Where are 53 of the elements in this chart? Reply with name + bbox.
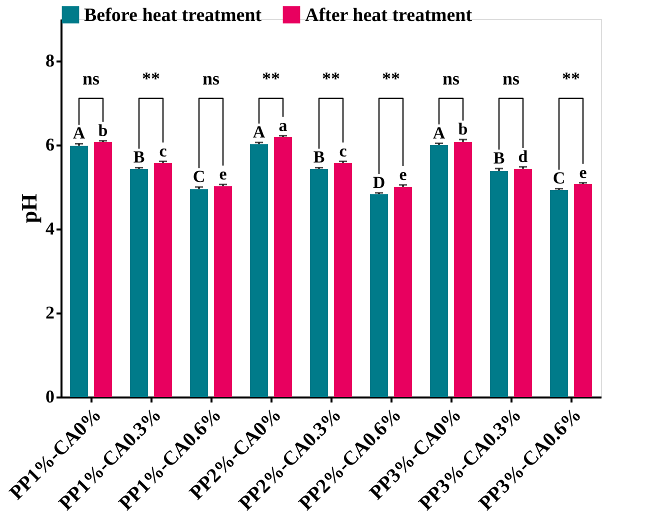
bar bbox=[250, 144, 268, 397]
bar bbox=[274, 137, 292, 397]
bar bbox=[430, 145, 448, 397]
y-axis-title: pH bbox=[16, 194, 42, 224]
data-label: A bbox=[432, 123, 446, 142]
data-label: A bbox=[252, 122, 266, 142]
bar bbox=[334, 163, 352, 397]
annotation: ns bbox=[502, 68, 520, 88]
annotation: ns bbox=[202, 68, 220, 88]
annotation: ** bbox=[262, 68, 280, 88]
annotation: ** bbox=[322, 68, 340, 88]
data-label: b bbox=[98, 120, 108, 140]
y-tick-label: 0 bbox=[46, 386, 54, 406]
data-label: B bbox=[313, 148, 325, 167]
data-label: c bbox=[339, 141, 348, 160]
legend-label: After heat treatment bbox=[305, 4, 473, 26]
data-label: C bbox=[192, 167, 206, 186]
y-tick-label: 4 bbox=[46, 218, 54, 238]
data-label: c bbox=[159, 141, 168, 160]
data-label: a bbox=[278, 116, 288, 135]
data-label: B bbox=[133, 148, 145, 167]
legend-label: Before heat treatment bbox=[84, 4, 262, 26]
bar bbox=[70, 146, 88, 397]
bar bbox=[310, 168, 328, 397]
data-label: C bbox=[552, 168, 566, 188]
bar bbox=[190, 189, 208, 397]
bar bbox=[550, 190, 568, 397]
data-label: e bbox=[399, 164, 408, 184]
data-label: A bbox=[72, 124, 86, 143]
bar bbox=[514, 168, 532, 397]
bar bbox=[574, 184, 592, 397]
data-label: D bbox=[372, 172, 386, 192]
annotation: ** bbox=[562, 68, 580, 88]
data-label: B bbox=[493, 148, 505, 168]
data-label: e bbox=[579, 162, 588, 182]
bar bbox=[154, 163, 172, 397]
bar bbox=[130, 168, 148, 397]
annotation: ** bbox=[382, 68, 400, 88]
y-tick-label: 6 bbox=[46, 134, 54, 154]
data-label: d bbox=[518, 146, 528, 166]
annotation: ns bbox=[442, 68, 460, 88]
bar bbox=[214, 186, 232, 397]
bar bbox=[454, 142, 472, 397]
data-label: e bbox=[219, 164, 228, 184]
bar bbox=[490, 171, 508, 397]
bar bbox=[394, 187, 412, 397]
annotation: ns bbox=[82, 68, 100, 88]
annotation: ** bbox=[142, 68, 160, 88]
y-tick-label: 8 bbox=[46, 50, 54, 70]
data-label: b bbox=[458, 120, 468, 139]
y-tick-label: 2 bbox=[46, 302, 54, 322]
bar bbox=[370, 194, 388, 397]
bar bbox=[94, 142, 112, 397]
